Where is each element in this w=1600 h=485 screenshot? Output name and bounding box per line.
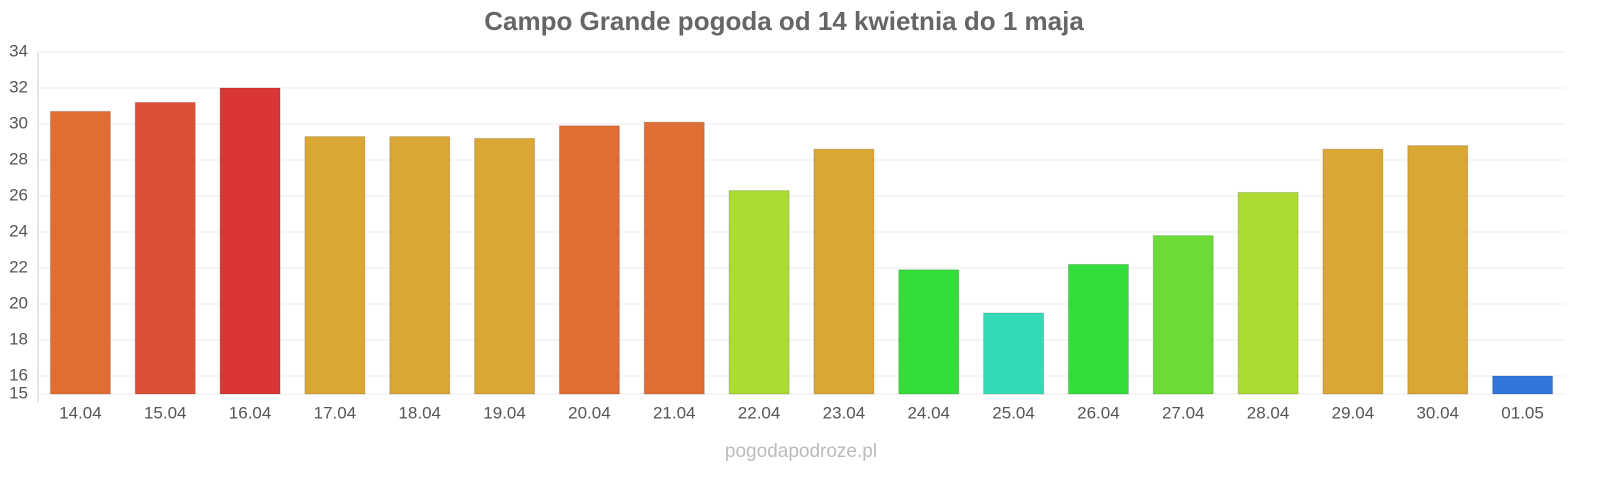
x-tick-label: 28.04 bbox=[1247, 403, 1290, 422]
bar bbox=[1237, 191, 1299, 395]
bar bbox=[728, 190, 790, 395]
bar bbox=[49, 110, 111, 395]
y-tick-label: 34 bbox=[9, 41, 28, 60]
x-tick-label: 20.04 bbox=[568, 403, 611, 422]
x-tick-label: 17.04 bbox=[314, 403, 357, 422]
bar bbox=[134, 101, 196, 395]
y-tick-label: 16 bbox=[9, 365, 28, 384]
x-tick-label: 22.04 bbox=[738, 403, 781, 422]
bar bbox=[219, 87, 281, 395]
x-tick-label: 01.05 bbox=[1501, 403, 1544, 422]
bar bbox=[474, 137, 536, 395]
bar bbox=[983, 312, 1045, 395]
x-tick-label: 21.04 bbox=[653, 403, 696, 422]
bar bbox=[813, 148, 875, 395]
bar bbox=[1492, 375, 1554, 395]
bar bbox=[1322, 148, 1384, 395]
y-tick-label: 22 bbox=[9, 257, 28, 276]
bar bbox=[643, 121, 705, 395]
y-tick-label: 15 bbox=[9, 383, 28, 402]
bar bbox=[1152, 235, 1214, 395]
x-tick-label: 15.04 bbox=[144, 403, 187, 422]
y-tick-label: 32 bbox=[9, 77, 28, 96]
x-tick-label: 25.04 bbox=[992, 403, 1035, 422]
x-tick-label: 27.04 bbox=[1162, 403, 1205, 422]
x-tick-label: 18.04 bbox=[398, 403, 441, 422]
bar bbox=[1407, 145, 1469, 395]
x-tick-label: 16.04 bbox=[229, 403, 272, 422]
y-tick-label: 26 bbox=[9, 185, 28, 204]
chart-title: Campo Grande pogoda od 14 kwietnia do 1 … bbox=[484, 6, 1084, 36]
y-tick-label: 30 bbox=[9, 113, 28, 132]
y-tick-label: 28 bbox=[9, 149, 28, 168]
x-tick-label: 29.04 bbox=[1332, 403, 1375, 422]
y-tick-label: 20 bbox=[9, 293, 28, 312]
source-label: pogodapodroze.pl bbox=[725, 441, 877, 462]
x-tick-label: 30.04 bbox=[1416, 403, 1459, 422]
x-tick-label: 26.04 bbox=[1077, 403, 1120, 422]
bar bbox=[1067, 263, 1129, 395]
x-tick-label: 23.04 bbox=[823, 403, 866, 422]
bar bbox=[558, 125, 620, 395]
y-tick-label: 24 bbox=[9, 221, 28, 240]
x-tick-label: 14.04 bbox=[59, 403, 102, 422]
x-tick-label: 24.04 bbox=[907, 403, 950, 422]
x-tick-label: 19.04 bbox=[483, 403, 526, 422]
bar bbox=[389, 136, 451, 395]
bar bbox=[898, 269, 960, 395]
y-tick-label: 18 bbox=[9, 329, 28, 348]
bar bbox=[304, 136, 366, 395]
